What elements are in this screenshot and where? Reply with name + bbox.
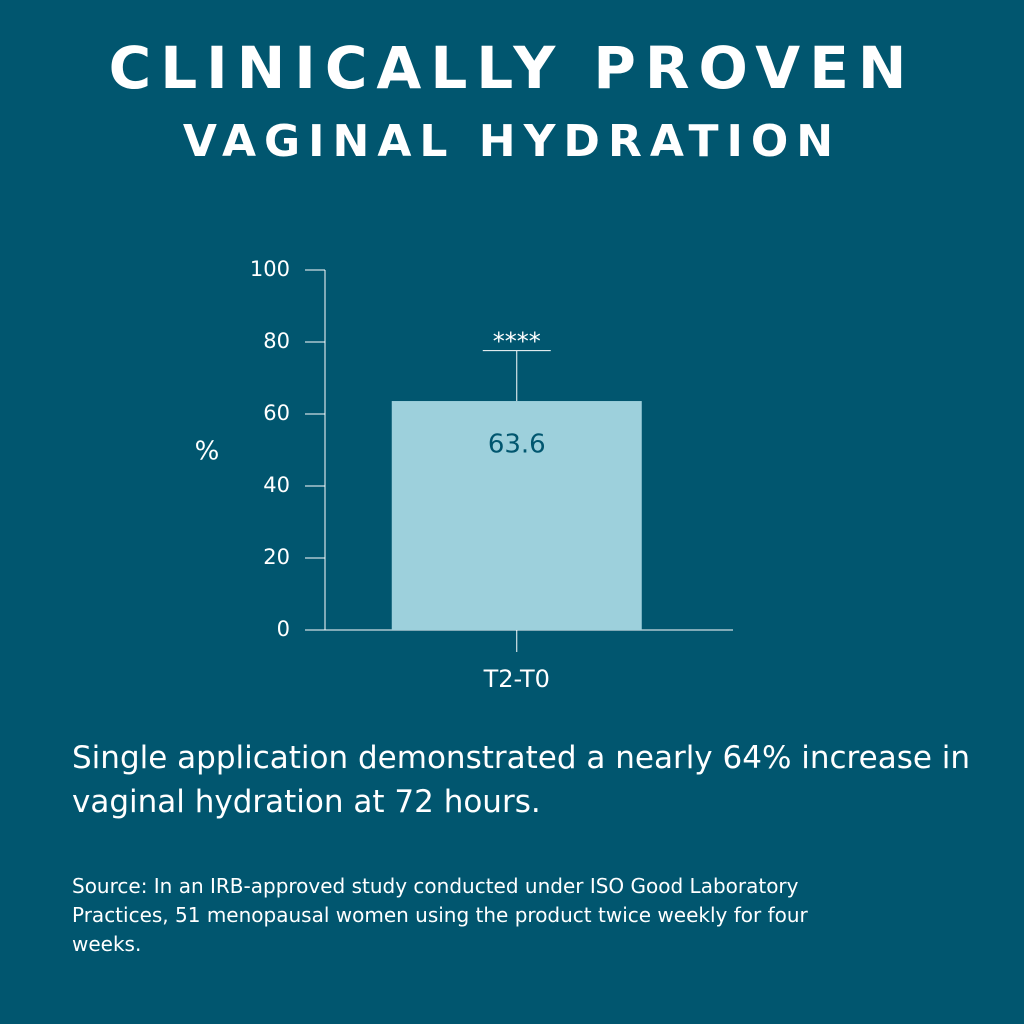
y-tick-label: 40 [263,473,290,497]
y-tick-label: 60 [263,401,290,425]
bar [391,401,642,630]
y-tick-label: 80 [263,329,290,353]
source-note: Source: In an IRB-approved study conduct… [72,874,808,956]
y-tick-label: 100 [250,257,290,281]
value-label: 63.6 [488,430,546,460]
chart-subtitle: VAGINAL HYDRATION [183,116,841,167]
y-tick-label: 0 [277,617,290,641]
y-axis-label: % [195,437,220,467]
chart-title: CLINICALLY PROVEN [109,34,916,102]
x-tick-label: T2-T0 [483,665,550,693]
significance-annotation: **** [493,328,541,356]
caption: Single application demonstrated a nearly… [72,740,971,820]
y-tick-label: 20 [263,545,290,569]
